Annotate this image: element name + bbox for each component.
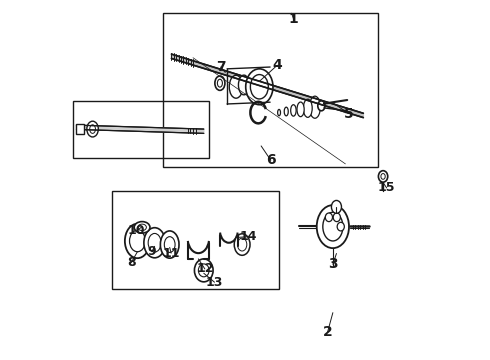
- Ellipse shape: [164, 237, 175, 252]
- Text: 3: 3: [328, 257, 338, 271]
- Ellipse shape: [238, 238, 247, 251]
- Text: 7: 7: [216, 60, 225, 74]
- Text: 13: 13: [206, 276, 223, 289]
- Ellipse shape: [331, 201, 342, 213]
- Polygon shape: [172, 54, 364, 118]
- Ellipse shape: [148, 233, 161, 252]
- Ellipse shape: [134, 222, 150, 233]
- Text: 4: 4: [272, 58, 282, 72]
- Ellipse shape: [215, 76, 225, 90]
- Text: 14: 14: [240, 230, 257, 243]
- Ellipse shape: [317, 205, 349, 248]
- Ellipse shape: [234, 234, 250, 255]
- Ellipse shape: [229, 75, 243, 98]
- Text: 5: 5: [344, 107, 354, 121]
- Text: 9: 9: [147, 245, 156, 258]
- Ellipse shape: [303, 99, 312, 117]
- Ellipse shape: [198, 264, 209, 277]
- Text: 8: 8: [127, 256, 136, 269]
- Ellipse shape: [125, 224, 150, 258]
- Ellipse shape: [378, 171, 388, 182]
- Ellipse shape: [325, 213, 333, 222]
- Ellipse shape: [337, 222, 344, 231]
- Text: 2: 2: [322, 325, 332, 339]
- Ellipse shape: [333, 213, 341, 222]
- Ellipse shape: [129, 230, 146, 252]
- Text: 1: 1: [289, 12, 298, 26]
- Ellipse shape: [160, 231, 179, 258]
- Text: 12: 12: [196, 262, 214, 275]
- Ellipse shape: [195, 259, 213, 282]
- Ellipse shape: [250, 75, 269, 99]
- Ellipse shape: [247, 75, 256, 91]
- Polygon shape: [76, 125, 204, 134]
- Ellipse shape: [310, 96, 320, 118]
- Text: 10: 10: [128, 224, 146, 238]
- Ellipse shape: [297, 102, 304, 117]
- Ellipse shape: [87, 121, 98, 137]
- Ellipse shape: [144, 228, 166, 258]
- Ellipse shape: [256, 75, 263, 88]
- FancyBboxPatch shape: [76, 124, 84, 134]
- Text: 15: 15: [378, 181, 395, 194]
- Ellipse shape: [318, 101, 325, 111]
- Ellipse shape: [284, 107, 288, 116]
- Text: 11: 11: [162, 247, 180, 260]
- Ellipse shape: [239, 75, 249, 95]
- Ellipse shape: [323, 212, 343, 241]
- Ellipse shape: [278, 109, 280, 116]
- Ellipse shape: [245, 69, 273, 105]
- Ellipse shape: [138, 224, 147, 230]
- Ellipse shape: [291, 105, 296, 116]
- Text: 6: 6: [266, 153, 276, 167]
